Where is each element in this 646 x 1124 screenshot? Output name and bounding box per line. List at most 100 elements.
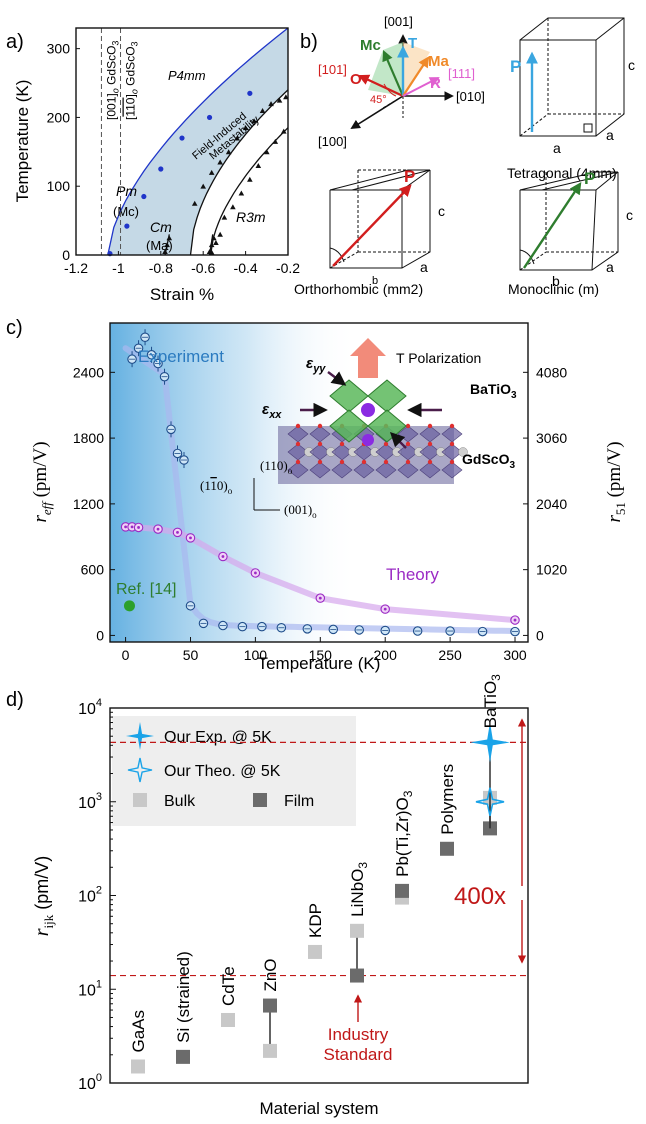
tetragonal-title: Tetragonal (4mm) xyxy=(507,165,617,181)
gso-octahedron xyxy=(353,461,375,479)
oxygen-atom xyxy=(383,459,389,465)
orthorhombic-title: Orthorhombic (mm2) xyxy=(294,281,423,297)
o-axis-label: [101] xyxy=(318,62,347,77)
phase-point-black xyxy=(213,240,219,246)
ba-atom-2 xyxy=(362,434,374,446)
theory-point-dot xyxy=(130,525,134,529)
panel-c-ylabel-left: reff (pm/V) xyxy=(30,441,54,522)
legend-label: Our Theo. @ 5K xyxy=(164,763,281,780)
heterostructure-inset: T Polarization εyy εxx BaTiO3 GdScO3 (11… xyxy=(200,338,517,520)
gso-octahedron xyxy=(287,425,309,443)
gso-octahedron xyxy=(441,425,463,443)
x-tick-label: 100 xyxy=(244,647,268,663)
panel-a: a) -1.2 -1 -0.8 -0.6 -0.4 -0.2 0 100 200 300 Stra… xyxy=(6,27,301,304)
oxygen-atom xyxy=(339,441,345,447)
phase-pm: Pm xyxy=(116,183,137,199)
x-tick-label: 150 xyxy=(309,647,333,663)
gd-atom xyxy=(458,447,468,457)
y-tick-label: 300 xyxy=(47,41,71,57)
phase-point-black xyxy=(162,248,168,254)
oxygen-atom xyxy=(361,459,367,465)
phase-cm: Cm xyxy=(150,219,172,235)
theory-point-dot xyxy=(176,530,179,534)
oxygen-atom xyxy=(317,459,323,465)
ref-point xyxy=(123,600,135,612)
gso-octahedron xyxy=(331,461,353,479)
material-label: CdTe xyxy=(219,966,238,1006)
monoclinic-p-vector xyxy=(523,182,582,269)
material-label: GaAs xyxy=(129,1010,148,1053)
y-axis-label: [010] xyxy=(456,89,485,104)
phase-p4mm: P4mm xyxy=(168,68,206,83)
phase-point-blue xyxy=(124,223,130,229)
ma-vector xyxy=(402,56,430,97)
y-tick-label: 101 xyxy=(78,978,102,999)
oxygen-atom xyxy=(449,441,455,447)
panel-d-points xyxy=(131,722,510,1074)
phase-point-black xyxy=(264,149,270,155)
legend-star-filled-icon xyxy=(126,722,154,750)
panel-a-xlabel: Strain % xyxy=(150,285,214,304)
y-tick-label-right: 2040 xyxy=(536,496,567,512)
panel-c-ticks: 0 50 100 150 200 250 300 0 600 1200 1800 2400 0 1020 2… xyxy=(73,364,568,663)
oxygen-atom xyxy=(295,441,301,447)
theory-point-dot xyxy=(137,526,140,529)
mc-label: Mc xyxy=(360,37,381,54)
gso-octahedron xyxy=(309,461,331,479)
phase-point-blue xyxy=(247,90,253,96)
theory-point-dot xyxy=(318,596,322,600)
r-axis-label: [111] xyxy=(448,66,475,81)
t-polarization-arrow xyxy=(350,338,386,378)
panel-c-frame xyxy=(109,322,529,643)
phase-point-black xyxy=(255,162,262,168)
panel-d-ticks: 100 101 102 103 104 xyxy=(78,697,116,1093)
x-axis-label: [100] xyxy=(318,134,347,149)
exx-label: εxx xyxy=(262,401,282,421)
tetragonal-c: c xyxy=(628,57,635,73)
oxygen-atom xyxy=(295,459,301,465)
o-short-label: O xyxy=(350,71,362,88)
bulk-marker xyxy=(131,1059,145,1074)
y-tick-label: 100 xyxy=(78,1072,102,1093)
substrate-labels: [001]o GdScO3[110]o GdScO3 xyxy=(104,41,139,120)
r3m-boundary-line xyxy=(208,234,214,256)
y-tick-label-left: 0 xyxy=(96,627,104,643)
y-tick-label-right: 1020 xyxy=(536,562,567,578)
bulk-marker xyxy=(221,1012,235,1027)
orient-001: (001)o xyxy=(284,502,317,520)
panel-a-frame xyxy=(75,27,289,256)
ma-plane xyxy=(403,42,430,96)
gso-octahedron xyxy=(287,461,309,479)
o-vector xyxy=(358,74,404,97)
panel-a-plot xyxy=(107,28,288,255)
monoclinic-title: Monoclinic (m) xyxy=(508,281,599,297)
monoclinic-cell xyxy=(519,171,619,271)
panel-a-ticks: -1.2 -1 -0.8 -0.6 -0.4 -0.2 0 100 200 300 xyxy=(47,41,301,276)
y-tick-label: 103 xyxy=(78,791,102,812)
industry-label-2: Standard xyxy=(324,1045,393,1064)
material-label: LiNbO3 xyxy=(348,862,370,917)
legend-label: Bulk xyxy=(164,793,196,810)
phase-r3m: R3m xyxy=(236,209,266,225)
monoclinic-a: a xyxy=(606,259,614,275)
film-marker xyxy=(440,841,454,856)
y-tick-label-left: 1200 xyxy=(73,496,104,512)
orthorhombic-p-label: P xyxy=(404,167,415,186)
mc-boundary-line xyxy=(189,89,289,256)
material-label: ZnO xyxy=(261,958,280,991)
phase-point-black xyxy=(217,159,223,165)
ma-boundary-line xyxy=(209,127,289,256)
x-tick-label: 200 xyxy=(374,647,398,663)
phase-point-black xyxy=(234,135,240,141)
phase-ma: (Ma) xyxy=(146,238,173,253)
x-tick-label: -0.4 xyxy=(234,260,258,276)
angle-arc xyxy=(383,83,397,97)
theory-label: Theory xyxy=(386,565,439,584)
material-label: Si (strained) xyxy=(174,951,193,1043)
orient-110-left: (110)o xyxy=(200,478,233,496)
panel-c-ylabel-right: r51 (pm/V) xyxy=(604,441,628,522)
x-tick-label: -0.8 xyxy=(149,260,173,276)
oxygen-atom xyxy=(339,459,345,465)
legend-star-open-icon xyxy=(127,757,153,783)
